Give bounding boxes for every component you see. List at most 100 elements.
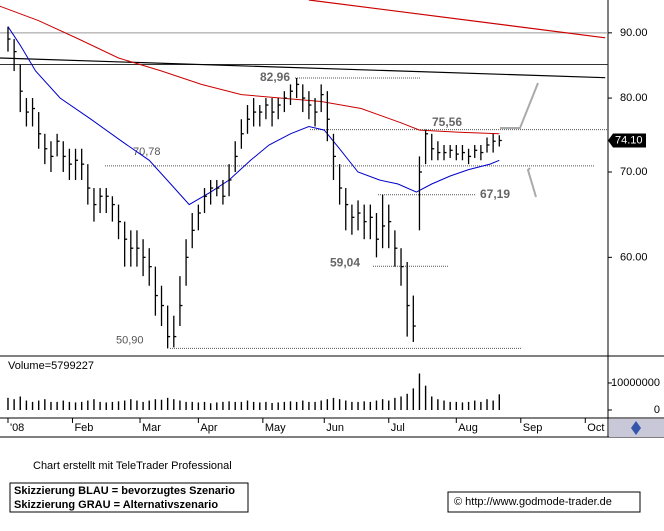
volume-bar: [117, 401, 120, 410]
level-label: 75,56: [432, 115, 462, 129]
x-tick-label: Sep: [523, 422, 543, 434]
icon: [631, 421, 641, 435]
volume-bar: [277, 402, 279, 410]
volume-bar: [289, 401, 292, 410]
volume-bar: [216, 402, 218, 410]
volume-bar: [369, 401, 372, 410]
level-label: 50,90: [116, 334, 144, 346]
x-tick-label: Mar: [142, 422, 161, 434]
x-tick-label: Jul: [391, 422, 405, 434]
x-tick-label: Aug: [458, 422, 478, 434]
volume-bar: [363, 401, 365, 410]
volume-bar: [412, 388, 415, 410]
volume-bar: [314, 401, 316, 410]
volume-bar: [148, 400, 150, 410]
level-label: 67,19: [480, 187, 510, 201]
y-tick-label: 10000000: [611, 377, 660, 389]
volume-bar: [302, 400, 304, 410]
scenario-sketch: [526, 167, 537, 198]
volume-bar: [388, 400, 390, 410]
moving-average: [7, 26, 500, 206]
volume-bar: [7, 397, 9, 410]
x-tick-label: '08: [10, 422, 24, 434]
volume-bar: [44, 399, 46, 410]
trendline: [308, 0, 606, 39]
volume-bar: [123, 400, 126, 410]
y-tick-label: 80.00: [620, 92, 648, 104]
volume-bar: [332, 397, 335, 410]
volume-bar: [265, 401, 267, 410]
volume-bar: [480, 401, 482, 410]
volume-bar: [283, 401, 286, 410]
volume-bar: [142, 401, 144, 410]
volume-bar: [160, 399, 163, 410]
volume-bar: [197, 402, 200, 410]
volume-bar: [486, 399, 488, 410]
x-tick-label: May: [265, 422, 286, 434]
volume-bar: [394, 397, 396, 410]
volume-bar: [381, 399, 384, 410]
volume-bar: [345, 400, 347, 410]
copyright-box: [447, 491, 641, 513]
x-tick-label: Oct: [587, 422, 604, 434]
volume-bar: [105, 402, 107, 410]
volume-bar: [375, 400, 378, 410]
y-tick-label: 60.00: [620, 251, 648, 263]
volume-bar: [56, 401, 58, 410]
level-label: 82,96: [260, 70, 290, 84]
volume-bar: [259, 402, 261, 410]
volume-bar: [240, 401, 243, 410]
volume-bar: [13, 399, 15, 410]
volume-bar: [222, 401, 224, 410]
volume-bar: [154, 399, 157, 410]
volume-bar: [461, 402, 464, 410]
volume-bar: [437, 399, 439, 410]
legend-box: [9, 482, 249, 513]
volume-bar: [99, 401, 101, 410]
y-tick-label: 70.00: [620, 166, 648, 178]
volume-bar: [173, 399, 175, 410]
volume-bar: [320, 400, 322, 410]
volume-bar: [80, 401, 83, 410]
volume-bar: [406, 393, 408, 410]
volume-bar: [203, 401, 206, 410]
volume-bar: [474, 400, 476, 410]
volume-bar: [357, 401, 359, 410]
volume-bar: [166, 397, 169, 410]
volume-bar: [246, 400, 249, 410]
volume-bar: [467, 401, 470, 410]
volume-bar: [492, 400, 494, 410]
volume-bar: [74, 402, 77, 410]
volume-bar: [228, 401, 230, 410]
last-price-label: 74.10: [615, 134, 643, 146]
volume-bar: [130, 399, 132, 410]
volume-bar: [234, 401, 236, 410]
volume-bar: [351, 401, 353, 410]
level-label: 70,78: [133, 146, 161, 158]
volume-bar: [62, 400, 64, 410]
copyright: © http://www.godmode-trader.de: [454, 496, 612, 508]
volume-bar: [179, 400, 181, 410]
x-tick-label: Feb: [74, 422, 93, 434]
volume-bar: [443, 400, 445, 410]
volume-bar: [50, 401, 52, 410]
volume-bar: [424, 385, 427, 410]
y-tick-label: 90.00: [620, 27, 648, 39]
x-tick-label: Jun: [326, 422, 344, 434]
legend-text: Skizzierung BLAU = bevorzugtes Szenario: [14, 485, 235, 497]
y-tick-label: 0: [654, 404, 660, 416]
credit: Chart erstellt mit TeleTrader Profession…: [33, 460, 232, 472]
volume-bar: [185, 401, 187, 410]
level-label: 59,04: [330, 255, 360, 269]
x-tick-label: Apr: [200, 422, 217, 434]
volume-label: Volume=5799227: [8, 360, 94, 372]
volume-bar: [68, 401, 71, 410]
volume-bar: [449, 401, 451, 410]
volume-bar: [209, 403, 212, 410]
volume-bar: [87, 400, 89, 410]
volume-bar: [191, 401, 193, 410]
volume-bar: [111, 401, 114, 410]
volume-bar: [326, 399, 329, 410]
